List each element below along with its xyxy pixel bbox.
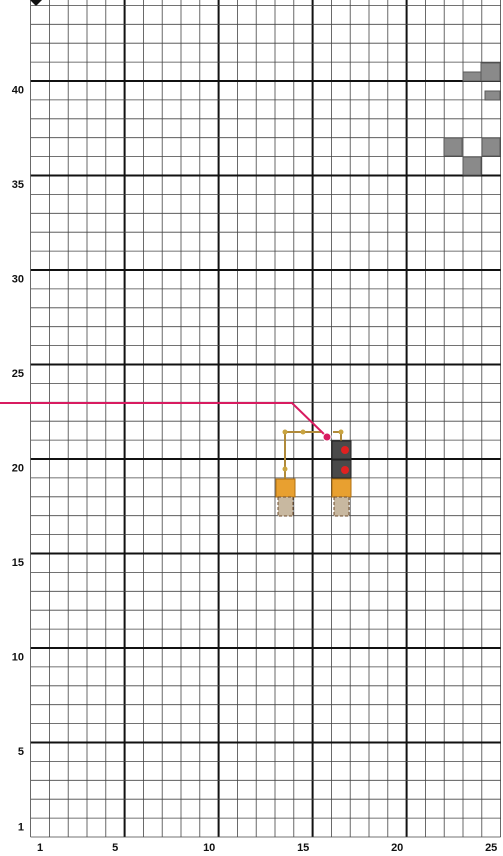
y-label: 25 xyxy=(12,368,24,380)
wire-node xyxy=(282,429,288,435)
y-label: 35 xyxy=(12,179,24,191)
stone-block xyxy=(481,137,501,157)
torch xyxy=(341,466,349,474)
wire-node xyxy=(282,466,288,472)
connector-dot xyxy=(322,432,332,442)
ladder xyxy=(277,496,294,517)
connector-line xyxy=(0,402,328,438)
wire xyxy=(284,431,321,479)
y-label: 20 xyxy=(12,462,24,474)
orange-block xyxy=(275,478,296,498)
y-label: 10 xyxy=(12,651,24,663)
grid-lines xyxy=(30,0,502,838)
x-label: 10 xyxy=(203,842,215,854)
stone-block xyxy=(443,137,463,157)
x-label: 15 xyxy=(297,842,309,854)
stone-block xyxy=(480,62,501,82)
y-label: 1 xyxy=(18,821,24,833)
stone-blocks xyxy=(443,62,501,176)
x-label: 20 xyxy=(391,842,403,854)
ladder xyxy=(333,496,350,517)
x-label: 1 xyxy=(37,842,43,854)
x-label: 5 xyxy=(112,842,118,854)
y-label: 30 xyxy=(12,273,24,285)
y-label: 5 xyxy=(18,746,24,758)
wire-node xyxy=(300,429,306,435)
wire-node xyxy=(338,429,344,435)
y-label: 15 xyxy=(12,557,24,569)
stone-block xyxy=(462,156,482,176)
stone-block xyxy=(462,71,482,82)
corner-marker xyxy=(30,0,42,6)
orange-block xyxy=(331,478,352,498)
stone-block xyxy=(484,90,501,101)
wire-nodes xyxy=(282,429,344,472)
devices xyxy=(275,440,352,517)
x-label: 25 xyxy=(485,842,497,854)
torch xyxy=(341,446,349,454)
y-label: 40 xyxy=(12,84,24,96)
